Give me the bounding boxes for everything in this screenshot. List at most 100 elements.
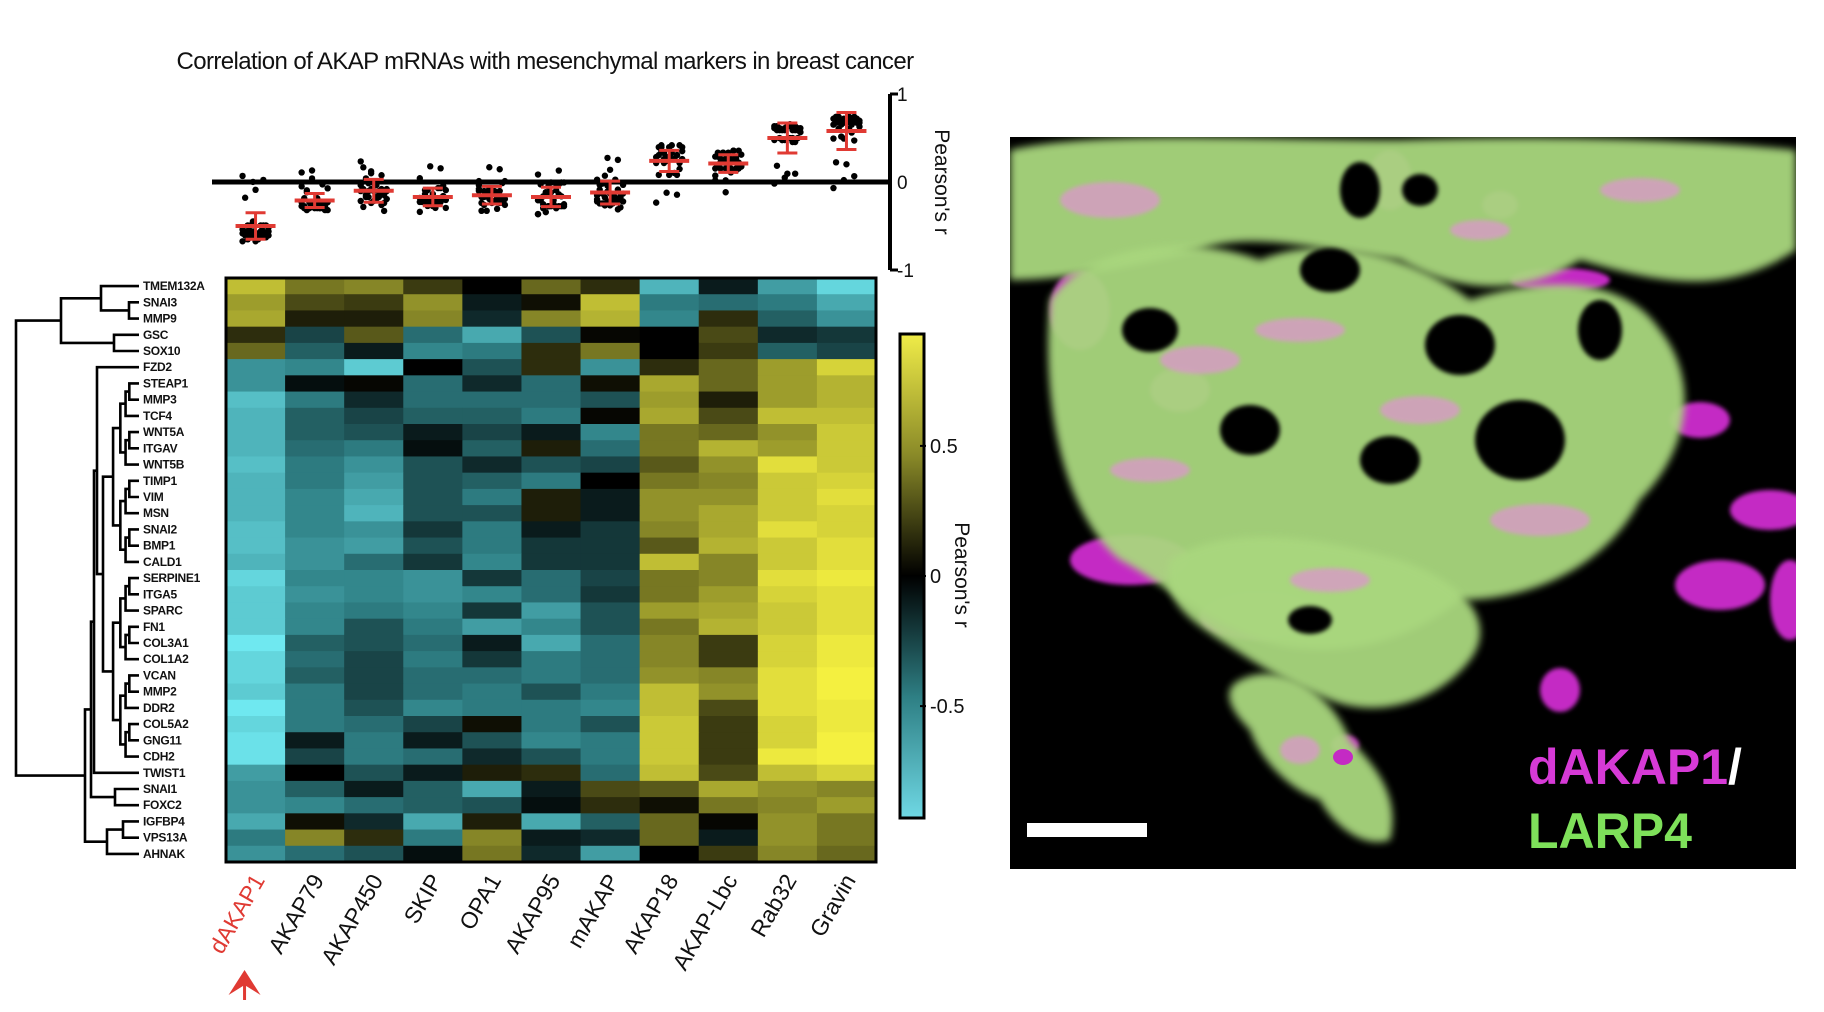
heatmap-cell <box>285 440 345 457</box>
data-point <box>486 164 493 171</box>
data-point <box>241 194 249 201</box>
data-point <box>840 176 848 184</box>
heatmap-cell <box>816 570 877 587</box>
heatmap-cell <box>639 602 700 620</box>
row-label: ITGA5 <box>143 587 177 601</box>
heatmap-cell <box>344 505 404 522</box>
image-void <box>1220 405 1280 455</box>
heatmap-cell <box>403 472 463 490</box>
colocalization-signal <box>1490 504 1590 536</box>
dendrogram-branch <box>124 730 139 758</box>
data-point <box>738 151 745 158</box>
column-label: OPA1 <box>454 870 506 935</box>
image-legend: dAKAP1/ <box>1528 738 1742 796</box>
data-point <box>493 205 501 213</box>
data-point <box>357 181 364 189</box>
heatmap-cell <box>462 375 522 393</box>
column-label: AKAP18 <box>618 870 684 958</box>
heatmap-cell <box>639 797 700 814</box>
data-point <box>712 177 719 184</box>
heatmap-cell <box>285 553 345 571</box>
heatmap-cell <box>285 391 345 409</box>
heatmap-cell <box>462 310 522 328</box>
row-label: TMEM132A <box>143 279 205 293</box>
row-label: COL3A1 <box>143 636 189 650</box>
colorbar-label: Pearson's r <box>950 522 973 628</box>
heatmap-cell <box>521 488 582 506</box>
heatmap-cell <box>698 845 759 863</box>
heatmap-cell <box>226 488 286 506</box>
data-point <box>658 142 665 149</box>
heatmap-cell <box>226 521 286 539</box>
data-point <box>614 206 622 213</box>
heatmap-cell <box>698 553 759 571</box>
heatmap-cell <box>344 602 404 620</box>
data-point <box>673 191 681 198</box>
heatmap-cell <box>226 570 286 587</box>
data-point <box>678 143 686 151</box>
heatmap-cell <box>698 748 759 766</box>
heatmap-cell <box>580 797 641 814</box>
heatmap-cell <box>816 553 877 571</box>
column-label: Gravin <box>804 870 860 942</box>
image-void <box>1300 248 1360 292</box>
column-label: SKIP <box>398 870 447 928</box>
heatmap-cell <box>521 521 582 539</box>
dendrogram-branch <box>99 284 139 312</box>
heatmap-cell <box>580 407 641 425</box>
heatmap-cell <box>639 278 700 295</box>
data-point <box>367 170 375 177</box>
heatmap-cell <box>639 424 700 441</box>
heatmap-cell <box>521 424 582 441</box>
data-point <box>308 175 316 182</box>
colocalization-signal <box>1280 736 1320 764</box>
data-point <box>601 172 609 179</box>
heatmap-cell <box>698 716 759 733</box>
data-point <box>365 179 372 187</box>
dakap1-signal <box>1333 749 1353 765</box>
heatmap-cell <box>639 342 700 360</box>
heatmap-cell <box>816 488 877 506</box>
heatmap-cell <box>403 294 463 311</box>
data-point <box>416 208 424 216</box>
heatmap-cell <box>403 278 463 295</box>
heatmap-cell <box>698 813 759 831</box>
heatmap-cell <box>521 456 582 474</box>
heatmap-cell <box>462 602 522 620</box>
data-point <box>442 186 450 194</box>
heatmap-cell <box>698 683 759 701</box>
data-point <box>560 179 568 186</box>
heatmap-cell <box>285 424 345 441</box>
data-point <box>501 201 509 209</box>
image-void <box>1402 174 1438 206</box>
heatmap-cell <box>521 570 582 587</box>
row-label: GSC <box>143 328 169 342</box>
colorbar-tick-label: 0.5 <box>930 436 958 458</box>
heatmap-cell <box>462 342 522 360</box>
heatmap-cell <box>757 391 818 409</box>
heatmap-cell <box>816 586 877 603</box>
heatmap-cell <box>403 586 463 603</box>
heatmap-cell <box>403 310 463 328</box>
dendrogram-branch <box>128 722 139 742</box>
row-label: SOX10 <box>143 344 181 358</box>
heatmap-cell <box>698 359 759 376</box>
heatmap-cell <box>403 505 463 522</box>
heatmap-cell <box>580 748 641 766</box>
heatmap-cell <box>403 326 463 344</box>
heatmap-cell <box>403 683 463 701</box>
heatmap-cell <box>757 326 818 344</box>
heatmap-cell <box>344 391 404 409</box>
heatmap-cell <box>462 488 522 506</box>
row-label: VIM <box>143 490 164 504</box>
data-point <box>673 171 681 179</box>
heatmap-cell <box>521 505 582 522</box>
colocalization-signal <box>1380 396 1460 424</box>
data-point <box>496 187 503 195</box>
heatmap-cell <box>580 716 641 733</box>
heatmap-cell <box>226 375 286 393</box>
heatmap-cell <box>462 716 522 733</box>
heatmap-cell <box>344 667 404 685</box>
heatmap-cell <box>580 472 641 490</box>
heatmap-cell <box>403 780 463 798</box>
